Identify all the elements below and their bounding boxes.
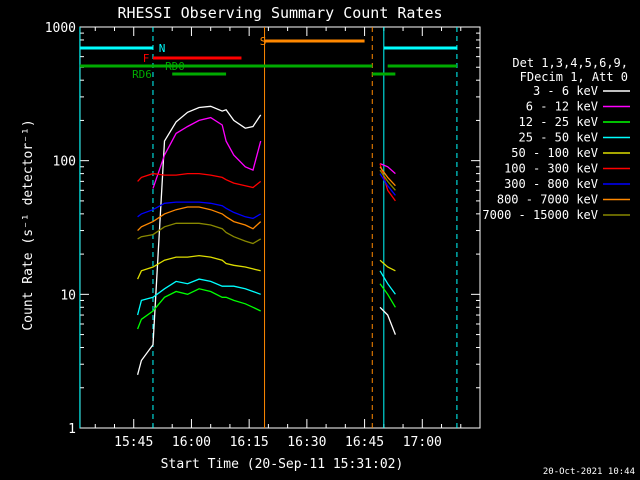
series-line [137,166,396,232]
legend-entry-label: 12 - 25 keV [519,115,598,129]
flag-label: RD6 [132,68,152,81]
x-tick-label: 16:00 [172,435,211,450]
legend-entry-label: 100 - 300 keV [504,162,598,176]
legend-entry-label: 3 - 6 keV [533,84,598,98]
legend: Det 1,3,4,5,6,9,FDecim 1, Att 03 - 6 keV… [482,56,630,222]
flag-label: F [143,52,150,65]
series-line [136,283,396,330]
legend-header: Det 1,3,4,5,6,9, [512,56,628,70]
series-line [137,254,396,280]
y-axis-label: Count Rate (s⁻¹ detector⁻¹) [21,119,36,330]
series-line [137,173,396,220]
series-line [136,270,396,316]
y-tick-label: 10 [60,288,76,303]
y-tick-label: 100 [53,155,76,170]
flag-label: N [159,42,166,55]
y-tick-label: 1000 [45,21,76,36]
y-tick-label: 1 [68,422,76,437]
render-timestamp: 20-Oct-2021 10:44 [543,467,635,477]
x-tick-label: 16:45 [345,435,384,450]
legend-entry-label: 25 - 50 keV [519,131,598,145]
legend-header: FDecim 1, Att 0 [520,70,628,84]
legend-entry-label: 50 - 100 keV [511,146,598,160]
flag-label: S [260,35,267,48]
plot-area: 1 10 100 1000 15:45 16:00 16:15 16:30 16:45 17:00… [45,21,481,450]
x-axis-label: Start Time (20-Sep-11 15:31:02) [161,457,404,472]
series-line [136,105,397,375]
x-tick-label: 16:15 [230,435,269,450]
series-line [152,116,396,189]
chart-title: RHESSI Observing Summary Count Rates [117,4,442,22]
flag-label: RD0 [165,60,185,73]
x-tick-label: 15:45 [114,435,153,450]
legend-entry-label: 800 - 7000 keV [497,193,598,207]
series-line [137,169,396,245]
legend-entry-label: 7000 - 15000 keV [482,208,598,222]
x-tick-label: 17:00 [403,435,442,450]
series-line [137,163,396,202]
legend-entry-label: 6 - 12 keV [526,100,598,114]
x-tick-label: 16:30 [287,435,326,450]
legend-entry-label: 300 - 800 keV [504,177,598,191]
